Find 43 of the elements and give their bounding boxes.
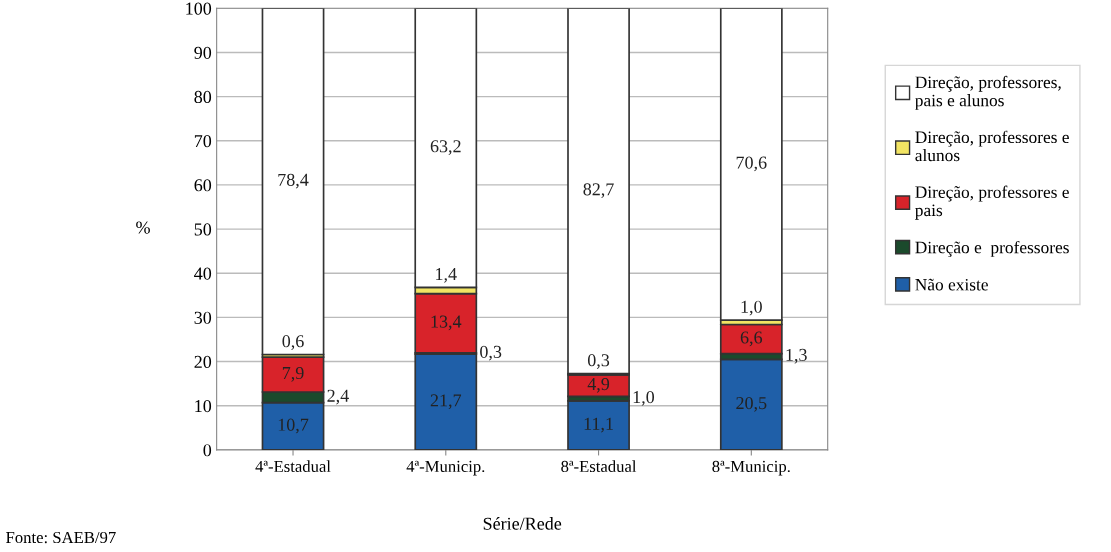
y-tick-label: 10 [195, 399, 212, 413]
data-label: 82,7 [583, 183, 614, 198]
data-label: 4,9 [587, 378, 610, 393]
data-label: 1,4 [436, 268, 457, 283]
x-tick-label: 8ª-Municip. [712, 460, 790, 476]
data-label: 13,4 [431, 315, 462, 331]
y-tick-label: 100 [186, 2, 212, 15]
y-tick-label: 50 [194, 223, 212, 236]
legend-label: Direção, professores e alunos [915, 130, 1069, 162]
data-label: 78,4 [278, 173, 309, 189]
y-tick-label: 30 [194, 311, 212, 324]
y-tick-label: 0 [203, 444, 212, 457]
data-label: 1,3 [786, 348, 807, 364]
x-tick-label: 8ª-Estadual [561, 460, 637, 473]
data-label: 0,3 [480, 345, 502, 361]
legend-label: Direção, professores, pais e alunos [915, 75, 1061, 110]
source-note: Fonte: SAEB/97 [6, 531, 116, 544]
legend-label: Direção, professores e pais [915, 185, 1069, 220]
data-label: 20,5 [736, 396, 767, 412]
data-label: 1,0 [633, 390, 655, 406]
data-label: 7,9 [282, 366, 304, 382]
data-label: 0,3 [587, 354, 610, 369]
x-tick-label: 4ª-Estadual [255, 460, 331, 473]
y-axis-title: % [136, 221, 150, 234]
data-label: 0,6 [282, 335, 304, 350]
y-tick-label: 60 [194, 179, 212, 192]
x-axis-title: Série/Rede [483, 517, 562, 530]
y-tick-label: 20 [194, 355, 212, 368]
data-label: 2,4 [327, 389, 349, 405]
y-tick-label: 70 [194, 135, 212, 148]
data-label: 70,6 [736, 156, 767, 172]
data-label: 21,7 [430, 394, 462, 410]
data-label: 6,6 [740, 331, 763, 347]
legend-label: Direção e professores [915, 240, 1069, 257]
x-tick-label: 4ª-Municip. [406, 460, 485, 476]
y-tick-label: 80 [194, 90, 212, 104]
data-label: 11,1 [584, 417, 613, 433]
legend-label: Não existe [915, 278, 988, 291]
y-tick-label: 40 [194, 267, 212, 280]
data-label: 63,2 [430, 140, 461, 155]
y-tick-label: 90 [194, 46, 212, 59]
data-label: 10,7 [278, 418, 309, 434]
data-label: 1,0 [741, 300, 762, 316]
